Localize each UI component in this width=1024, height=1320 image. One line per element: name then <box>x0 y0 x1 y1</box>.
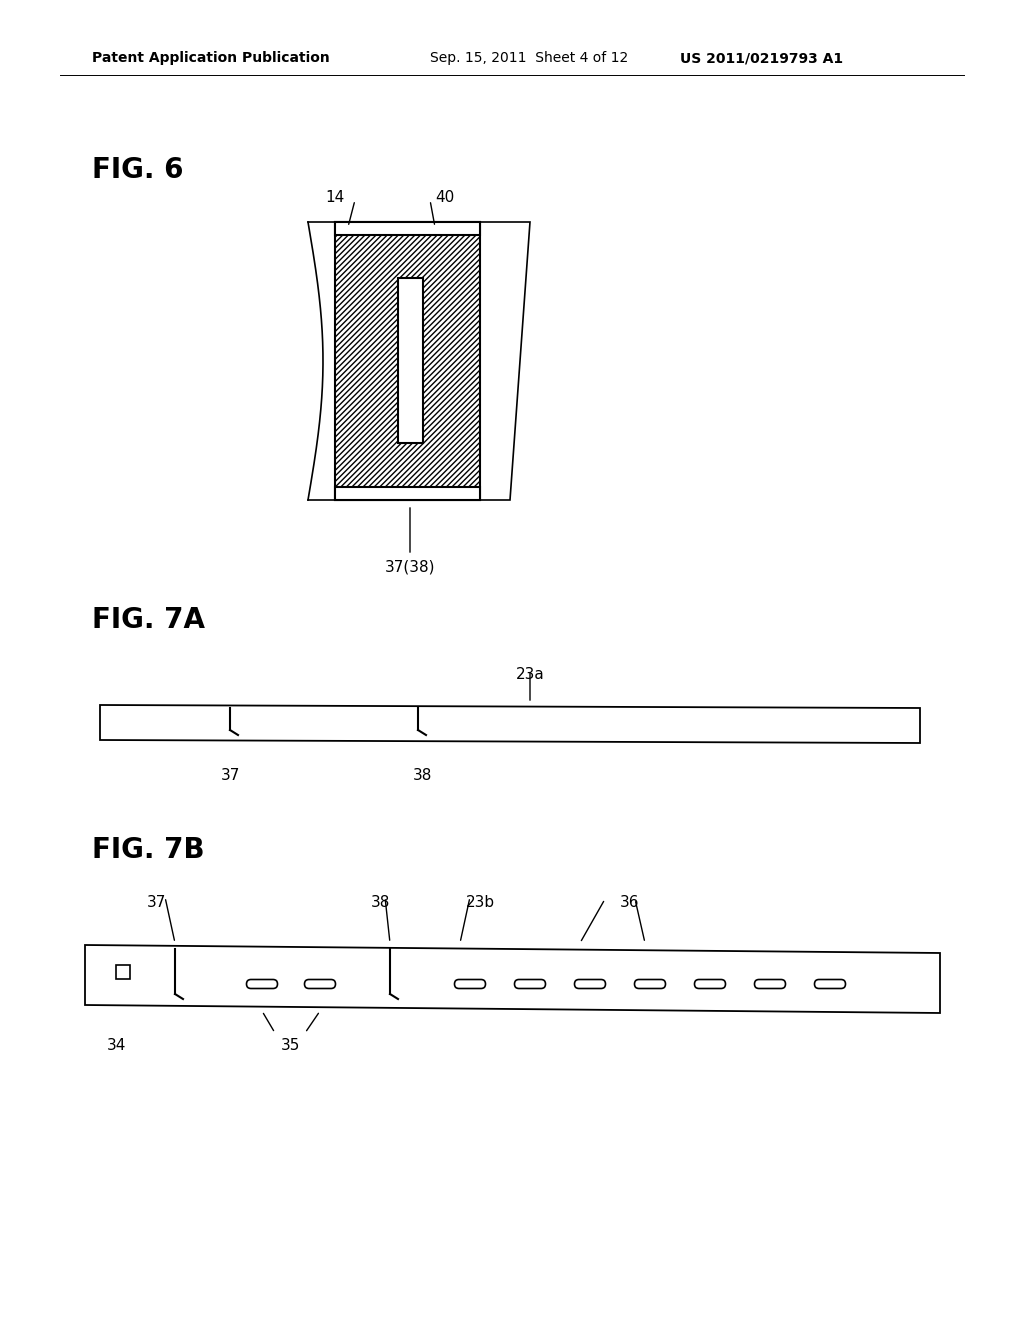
FancyBboxPatch shape <box>635 979 666 989</box>
Polygon shape <box>480 222 530 500</box>
FancyBboxPatch shape <box>814 979 846 989</box>
Bar <box>335 222 480 500</box>
Bar <box>398 279 423 444</box>
Text: 36: 36 <box>621 895 640 909</box>
Text: FIG. 7B: FIG. 7B <box>92 836 205 865</box>
FancyBboxPatch shape <box>755 979 785 989</box>
Polygon shape <box>100 705 920 743</box>
Text: 37(38): 37(38) <box>385 560 435 576</box>
Bar <box>116 965 130 979</box>
Text: 40: 40 <box>435 190 455 206</box>
Text: 34: 34 <box>106 1038 126 1053</box>
Text: Patent Application Publication: Patent Application Publication <box>92 51 330 65</box>
Text: 14: 14 <box>326 190 345 206</box>
FancyBboxPatch shape <box>455 979 485 989</box>
Text: FIG. 6: FIG. 6 <box>92 156 183 183</box>
Text: US 2011/0219793 A1: US 2011/0219793 A1 <box>680 51 843 65</box>
Text: FIG. 7A: FIG. 7A <box>92 606 205 634</box>
FancyBboxPatch shape <box>694 979 725 989</box>
Text: 23b: 23b <box>466 895 495 909</box>
Text: 37: 37 <box>147 895 167 909</box>
Bar <box>335 222 480 235</box>
Text: 37: 37 <box>220 768 240 783</box>
FancyBboxPatch shape <box>247 979 278 989</box>
Text: 38: 38 <box>414 768 433 783</box>
Text: 23a: 23a <box>516 667 545 682</box>
FancyBboxPatch shape <box>574 979 605 989</box>
Text: 35: 35 <box>281 1038 300 1053</box>
Text: Sep. 15, 2011  Sheet 4 of 12: Sep. 15, 2011 Sheet 4 of 12 <box>430 51 629 65</box>
FancyBboxPatch shape <box>514 979 546 989</box>
FancyBboxPatch shape <box>304 979 336 989</box>
Text: 38: 38 <box>371 895 390 909</box>
Polygon shape <box>85 945 940 1012</box>
Bar <box>335 487 480 500</box>
